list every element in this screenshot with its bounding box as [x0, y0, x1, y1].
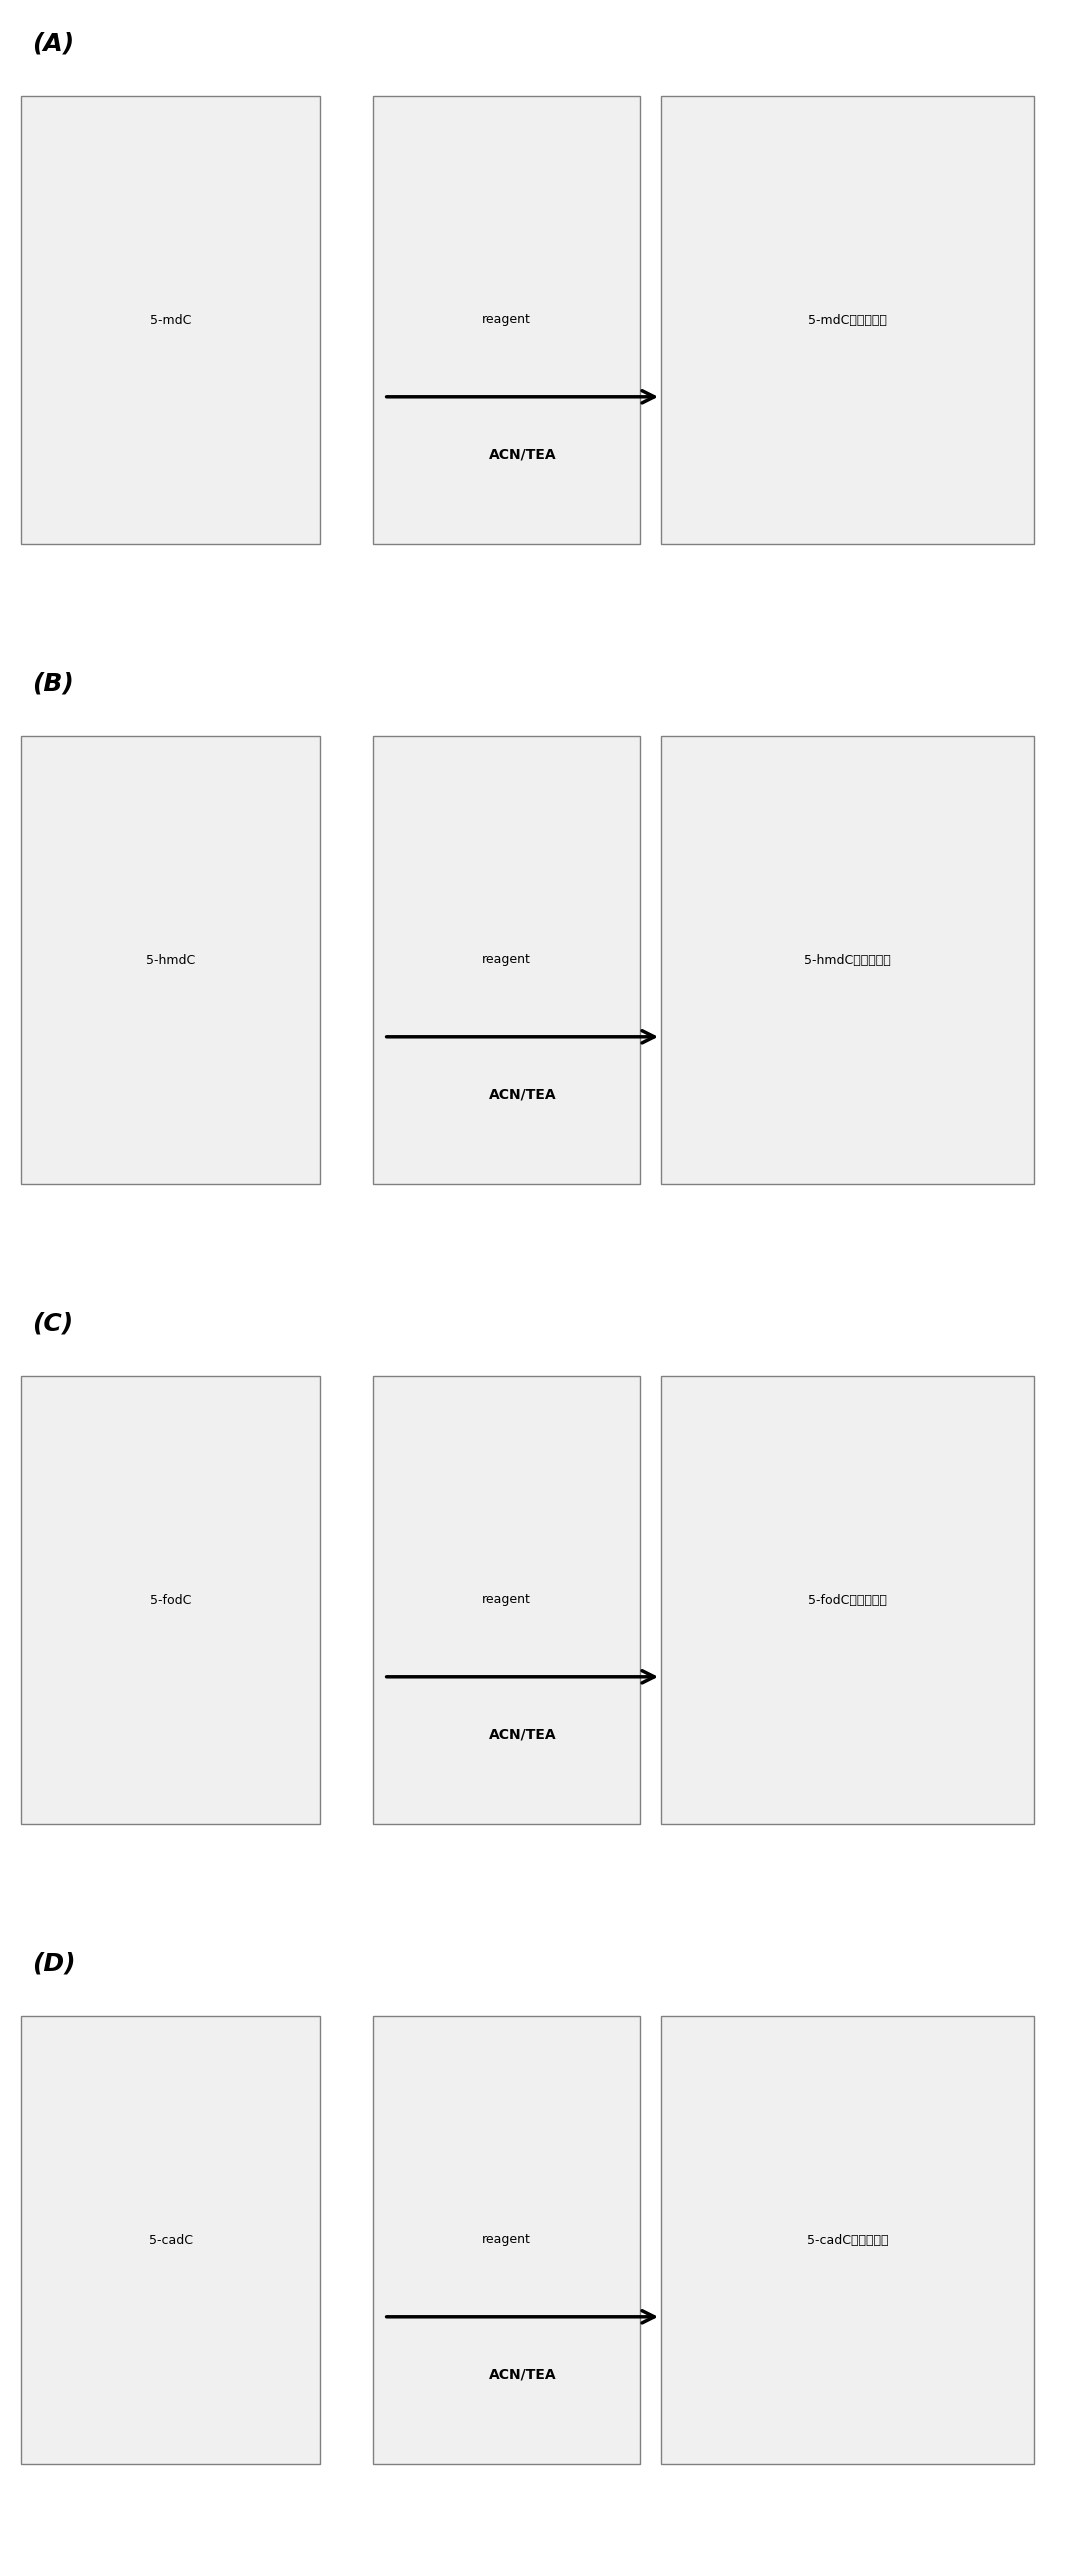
Text: 5-fodC衍生化产物: 5-fodC衍生化产物 [808, 1592, 887, 1608]
Text: 5-hmdC衍生化产物: 5-hmdC衍生化产物 [804, 952, 891, 968]
Text: 5-mdC: 5-mdC [150, 312, 191, 328]
Text: reagent: reagent [482, 2232, 531, 2248]
Bar [21, 95, 320, 543]
Bar [661, 95, 1034, 543]
Bar [21, 1377, 320, 1823]
Text: ACN/TEA: ACN/TEA [488, 1088, 556, 1101]
Text: 5-cadC衍生化产物: 5-cadC衍生化产物 [807, 2232, 888, 2248]
Text: ACN/TEA: ACN/TEA [488, 1728, 556, 1741]
Text: (A): (A) [32, 31, 75, 56]
Text: reagent: reagent [482, 1592, 531, 1608]
Text: ACN/TEA: ACN/TEA [488, 2368, 556, 2381]
Bar [661, 737, 1034, 1183]
Text: ACN/TEA: ACN/TEA [488, 448, 556, 461]
Bar [21, 737, 320, 1183]
Text: (C): (C) [32, 1311, 74, 1336]
Bar [21, 2017, 320, 2463]
Bar [661, 1377, 1034, 1823]
Bar [373, 1377, 640, 1823]
Text: (D): (D) [32, 1951, 76, 1976]
Text: (B): (B) [32, 671, 74, 696]
Bar [373, 737, 640, 1183]
Text: 5-fodC: 5-fodC [150, 1592, 191, 1608]
Text: 5-hmdC: 5-hmdC [146, 952, 195, 968]
Text: 5-cadC: 5-cadC [148, 2232, 193, 2248]
Text: reagent: reagent [482, 312, 531, 328]
Bar [373, 95, 640, 543]
Bar [373, 2017, 640, 2463]
Bar [661, 2017, 1034, 2463]
Text: reagent: reagent [482, 952, 531, 968]
Text: 5-mdC衍生化产物: 5-mdC衍生化产物 [808, 312, 887, 328]
